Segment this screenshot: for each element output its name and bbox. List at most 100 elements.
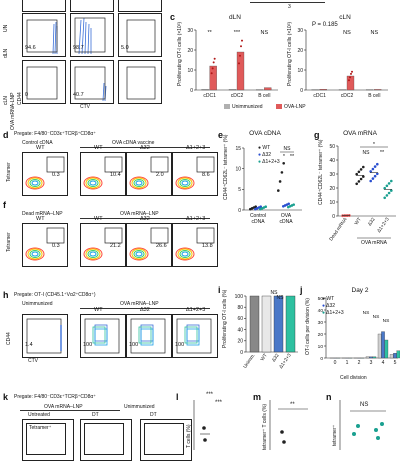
panel-letter-i: i: [218, 285, 221, 295]
bar: [210, 66, 217, 90]
panel-letter-n: n: [326, 392, 332, 402]
contour: [84, 177, 102, 189]
sub-label-untreated: Untreated: [28, 412, 50, 418]
header-rule: [20, 410, 120, 411]
x-tick-label: 4: [382, 360, 385, 366]
significance-label: NS: [371, 30, 379, 36]
header-unimmunized-h: Unimmunized: [22, 301, 53, 307]
panel-letter-k: k: [3, 392, 8, 402]
contour: [136, 252, 142, 256]
flow-plot: [22, 152, 68, 196]
x-tick-label: cDC2: [341, 93, 354, 99]
contour: [176, 177, 194, 189]
legend-label-ova: OVA-LNP: [284, 104, 306, 110]
y-tick-label: 20: [187, 48, 193, 54]
flow-plot-title: WT: [36, 145, 45, 151]
data-point: [277, 189, 280, 192]
flow-plot-title: Δ1+2+3: [186, 145, 205, 151]
y-tick-label: 0: [300, 88, 303, 94]
y-tick-label: 80: [237, 305, 243, 311]
data-point: [282, 162, 285, 165]
bar: [262, 296, 271, 352]
panel-letter-f: f: [3, 200, 6, 210]
flow-plot-title: WT: [94, 216, 103, 222]
panel-letter-g: g: [314, 130, 320, 140]
y-tick-label: 40: [318, 308, 324, 314]
contour: [26, 248, 44, 260]
chart-title-e: OVA cDNA: [235, 130, 295, 137]
significance-label: ***: [234, 30, 241, 36]
bar: [366, 357, 369, 358]
y-tick-label: 50: [329, 144, 335, 150]
x-tick-label: 0: [334, 360, 337, 366]
y-tick-label: 30: [318, 320, 324, 326]
legend-swatch-ova: [276, 104, 282, 109]
contour: [130, 248, 148, 260]
bar: [378, 334, 381, 358]
data-point: [390, 180, 393, 183]
data-point: [372, 177, 375, 180]
flow-plot: [172, 152, 218, 196]
flow-plot: [126, 152, 172, 196]
sub-label-dt-2: DT: [150, 412, 157, 418]
contour: [32, 181, 38, 185]
contour: [32, 252, 38, 256]
x-tick-label: cDC1: [313, 93, 326, 99]
x-tick-label: WT: [353, 217, 362, 227]
axis-label-tetramer-y-d: Tetramer: [6, 162, 12, 182]
flow-plot-cln-3: [118, 60, 162, 104]
chart-l-svg: [192, 400, 242, 450]
bar: [373, 357, 376, 358]
data-point: [358, 180, 361, 183]
data-point: [372, 168, 375, 171]
data-point: [376, 436, 380, 440]
y-tick-label: 20: [237, 339, 243, 345]
bar: [374, 89, 381, 90]
y-tick-label: 60: [237, 316, 243, 322]
panel-letter-d: d: [3, 130, 9, 140]
data-point: [203, 438, 207, 442]
flow-plot-title: WT: [36, 216, 45, 222]
bar: [250, 296, 259, 352]
gate-value: 40.7: [73, 92, 84, 98]
y-tick-label: 0: [190, 88, 193, 94]
x-tick-label: Unimm.: [242, 353, 256, 370]
flow-plot: [22, 223, 68, 267]
bar: [320, 89, 327, 90]
y-tick-label: 40: [329, 158, 335, 164]
flow-plot: [118, 0, 162, 12]
data-point: [349, 76, 351, 78]
axis-label-cd44-y-h: CD44: [6, 332, 12, 345]
y-tick-label: 20: [318, 332, 324, 338]
gate-box: [84, 423, 124, 455]
contour: [84, 248, 102, 260]
gate-value: 5.0: [121, 45, 129, 51]
significance-label: NS: [343, 30, 351, 36]
panel-letter-c: c: [170, 12, 175, 22]
contour: [182, 252, 188, 256]
data-point: [350, 73, 352, 75]
data-point: [380, 422, 384, 426]
gate-value: 1.4: [25, 342, 33, 348]
bar: [264, 88, 271, 90]
data-point: [213, 61, 215, 63]
flow-plot: [22, 0, 66, 12]
data-point: [369, 180, 372, 183]
flow-plot-k-3: [140, 419, 192, 461]
gate-value: 13.8: [202, 243, 213, 249]
data-point: [374, 175, 377, 178]
chart-n-svg: [338, 400, 400, 450]
gate-box: [144, 423, 184, 455]
bar: [390, 354, 393, 358]
data-point: [348, 79, 350, 81]
data-point: [374, 428, 378, 432]
gate-value: 2.0: [156, 172, 164, 178]
legend-swatch-unimmunized: [224, 104, 230, 109]
y-tick-label: 10: [235, 166, 241, 172]
x-tick-label: cDNA: [251, 219, 265, 225]
x-tick-label: cDC1: [203, 93, 216, 99]
legend-label-unimmunized: Unimmunized: [232, 104, 263, 110]
